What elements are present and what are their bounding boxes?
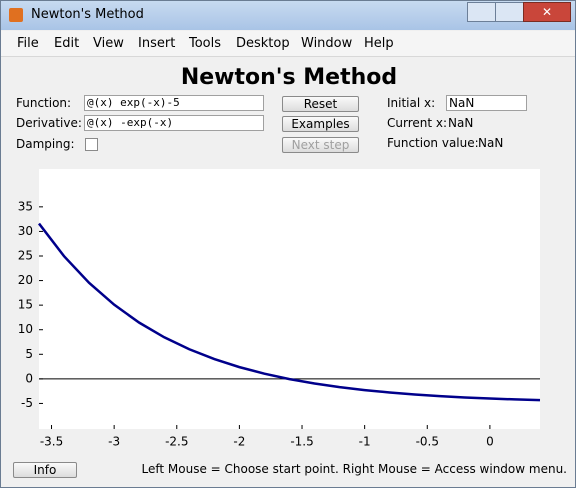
y-tick-label: 35	[18, 199, 33, 213]
next-step-button[interactable]: Next step	[282, 137, 359, 153]
label: Current x:	[387, 116, 448, 130]
reset-button[interactable]: Reset	[282, 96, 359, 112]
menu-item[interactable]: Edit	[54, 36, 80, 51]
label: Damping:	[16, 137, 75, 151]
label: Derivative:	[16, 116, 82, 130]
y-tick-label: 15	[18, 298, 33, 312]
y-tick-label: 30	[18, 224, 33, 238]
y-tick-label: -5	[21, 396, 33, 410]
damping-checkbox[interactable]	[85, 138, 98, 151]
close-button[interactable]: ✕	[523, 2, 571, 22]
x-tick-label: -2	[233, 435, 245, 449]
app-icon	[9, 8, 23, 22]
curve	[38, 222, 541, 402]
menu-item[interactable]: Insert	[138, 36, 176, 51]
menu-item[interactable]: Tools	[189, 36, 222, 51]
y-tick-label: 25	[18, 248, 33, 262]
x-tick-label: -1.5	[290, 435, 313, 449]
current-x-value: NaN	[448, 116, 474, 130]
window-title: Newton's Method	[31, 7, 144, 22]
label: Function:	[16, 96, 72, 110]
status-text: Left Mouse = Choose start point. Right M…	[141, 462, 568, 476]
label: Function value:	[387, 136, 479, 150]
label: Initial x:	[387, 96, 436, 110]
maximize-button[interactable]	[495, 2, 524, 22]
menu-item[interactable]: Window	[301, 36, 353, 51]
x-tick-label: -3	[108, 435, 120, 449]
heading: Newton's Method	[180, 65, 398, 90]
y-tick-label: 5	[25, 347, 33, 361]
initial-x-input[interactable]: NaN	[446, 95, 527, 111]
derivative-input[interactable]: @(x) -exp(-x)	[84, 115, 264, 131]
plot: -5 0 5 10 15 20 25 30 35 -3.5 -3 -2.5 -2 -1.5 -1 -0.5 0	[18, 169, 541, 449]
plot-area	[39, 169, 540, 429]
function-input[interactable]: @(x) exp(-x)-5	[84, 95, 264, 111]
menu-item[interactable]: View	[93, 36, 124, 51]
examples-button[interactable]: Examples	[282, 116, 359, 132]
x-tick-label: -3.5	[40, 435, 63, 449]
title-bar: Newton's Method ✕	[1, 1, 575, 30]
x-tick-label: -1	[359, 435, 371, 449]
x-tick-label: -0.5	[416, 435, 439, 449]
y-tick-label: 10	[18, 322, 33, 336]
x-tick-label: 0	[486, 435, 494, 449]
menu-item[interactable]: Help	[364, 36, 394, 51]
menu-item[interactable]: File	[17, 36, 39, 51]
menu-bar: File Edit View Insert Tools Desktop Window Help	[1, 31, 575, 57]
menu-item[interactable]: Desktop	[236, 36, 290, 51]
info-button[interactable]: Info	[13, 462, 77, 478]
minimize-button[interactable]	[467, 2, 496, 22]
y-tick-label: 0	[25, 371, 33, 385]
x-tick-label: -2.5	[165, 435, 188, 449]
y-tick-label: 20	[18, 273, 33, 287]
function-value: NaN	[478, 136, 504, 150]
